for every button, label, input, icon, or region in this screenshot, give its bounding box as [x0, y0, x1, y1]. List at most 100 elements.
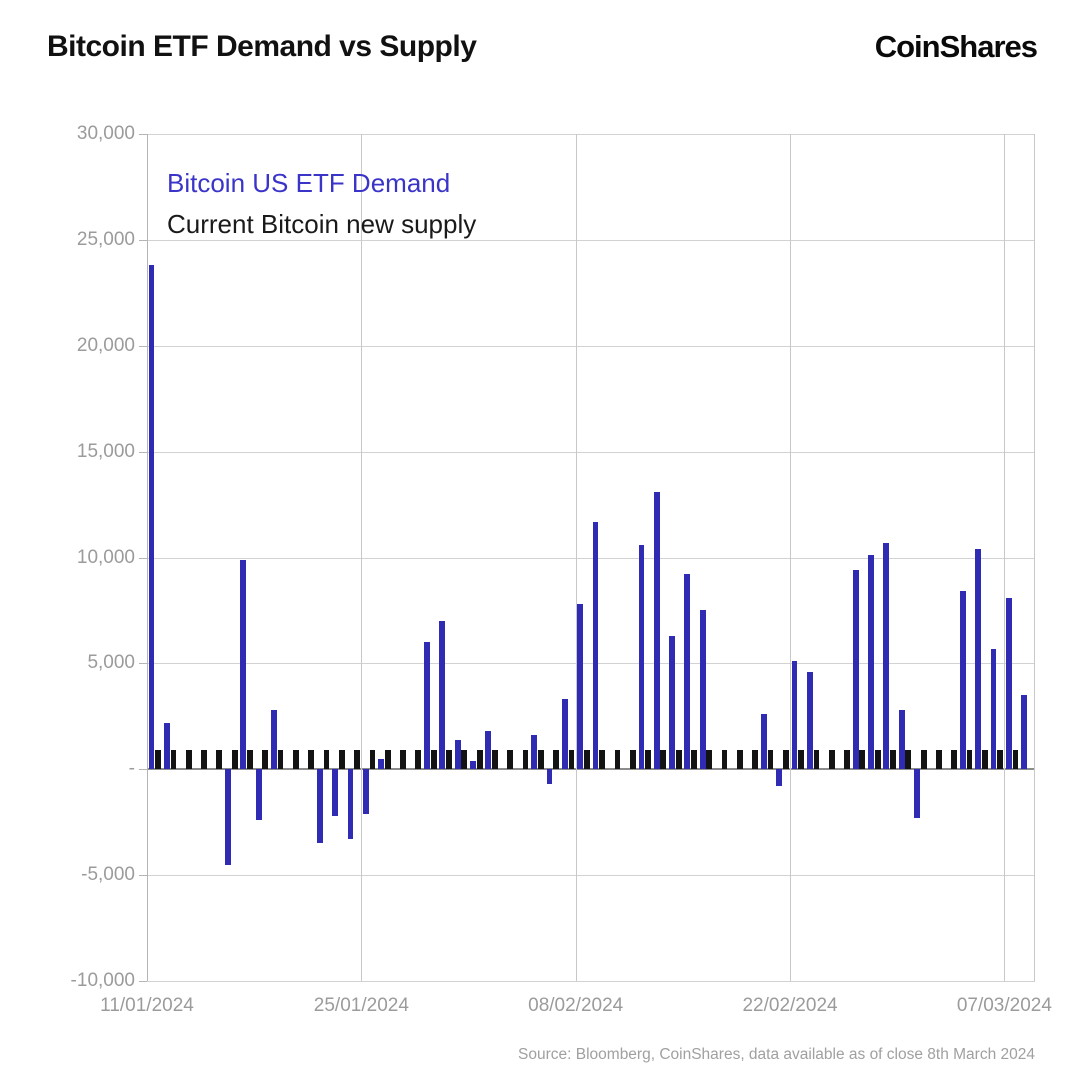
supply-bar — [981, 750, 988, 770]
supply-bar — [905, 750, 912, 770]
demand-bar — [914, 769, 920, 818]
supply-bar — [890, 750, 896, 770]
y-tick-label: 10,000 — [76, 546, 135, 568]
demand-bar — [653, 491, 660, 770]
gridline-horizontal — [147, 239, 1035, 241]
supply-bar — [537, 750, 544, 770]
legend-supply-label: Current Bitcoin new supply — [167, 209, 477, 239]
y-tick-label: 25,000 — [76, 228, 135, 250]
demand-bar — [761, 714, 767, 770]
supply-bar — [920, 750, 927, 770]
demand-bar — [561, 699, 568, 770]
chart-legend: Bitcoin US ETF Demand Current Bitcoin ne… — [167, 163, 476, 245]
supply-bar — [997, 750, 1004, 770]
supply-bar — [155, 750, 161, 770]
supply-bar — [247, 750, 253, 770]
gridline-horizontal — [147, 663, 1035, 665]
supply-bar — [675, 750, 682, 770]
supply-bar — [201, 750, 207, 770]
supply-bar — [231, 750, 238, 770]
demand-bar — [163, 722, 170, 770]
y-axis-tick — [139, 769, 147, 771]
demand-bar — [531, 735, 538, 770]
demand-bar — [684, 574, 691, 770]
gridline-horizontal — [147, 451, 1035, 453]
supply-bar — [430, 750, 437, 770]
supply-bar — [292, 750, 299, 770]
page-title: Bitcoin ETF Demand vs Supply — [47, 30, 477, 63]
gridline-horizontal — [147, 557, 1035, 559]
supply-bar — [951, 750, 958, 770]
demand-bar — [975, 549, 982, 770]
supply-bar — [874, 750, 881, 770]
supply-bar — [170, 750, 177, 770]
plot-right-border — [1034, 134, 1035, 981]
coinshares-logo: CoinShares — [874, 29, 1038, 64]
demand-bar — [791, 661, 798, 770]
y-axis-tick — [139, 557, 147, 559]
demand-bar — [378, 758, 385, 770]
supply-bar — [476, 750, 483, 770]
demand-bar — [424, 642, 430, 770]
demand-bar — [470, 760, 476, 770]
gridline-horizontal — [147, 134, 1035, 135]
supply-bar — [262, 750, 269, 770]
y-axis-tick — [139, 875, 147, 877]
demand-bar — [868, 555, 874, 770]
demand-bar — [898, 709, 905, 770]
supply-bar — [798, 750, 805, 770]
demand-bar — [699, 610, 706, 770]
supply-bar — [859, 750, 866, 770]
supply-bar — [767, 750, 774, 770]
source-note: Source: Bloomberg, CoinShares, data avai… — [518, 1046, 1035, 1063]
demand-bar — [454, 739, 461, 770]
demand-bar — [347, 769, 354, 840]
y-axis-tick — [139, 663, 147, 665]
x-tick-label: 25/01/2024 — [313, 995, 409, 1016]
supply-bar — [415, 750, 422, 770]
y-tick-label: 5,000 — [87, 652, 135, 674]
supply-bar — [369, 750, 376, 770]
gridline-vertical — [790, 134, 792, 981]
demand-bar — [852, 570, 859, 770]
demand-bar — [225, 769, 231, 865]
gridline-vertical — [361, 134, 363, 981]
x-tick-label: 07/03/2024 — [956, 995, 1052, 1016]
y-tick-label: 30,000 — [76, 123, 135, 144]
supply-bar — [553, 750, 560, 770]
supply-bar — [492, 750, 498, 770]
y-axis-tick — [139, 134, 147, 135]
gridline-horizontal — [147, 981, 1035, 982]
demand-bar — [669, 635, 675, 770]
supply-bar — [706, 750, 713, 770]
y-axis-tick — [139, 981, 147, 982]
supply-bar — [461, 750, 468, 770]
supply-bar — [338, 750, 345, 770]
plot-area — [147, 134, 1035, 982]
y-tick-label: 15,000 — [76, 440, 135, 462]
x-tick-label: 08/02/2024 — [528, 995, 624, 1016]
y-tick-label: 20,000 — [76, 334, 135, 356]
supply-bar — [568, 750, 575, 770]
supply-bar — [736, 750, 743, 770]
zero-axis-line — [147, 768, 1035, 771]
gridline-horizontal — [147, 345, 1035, 347]
gridline-vertical — [575, 134, 577, 981]
demand-bar — [1021, 695, 1028, 770]
supply-bar — [446, 750, 452, 770]
gridline-vertical — [1004, 134, 1006, 981]
legend-demand-label: Bitcoin US ETF Demand — [167, 168, 451, 198]
demand-bar — [362, 769, 369, 814]
demand-bar — [546, 769, 553, 785]
supply-bar — [323, 750, 330, 770]
supply-bar — [828, 750, 835, 770]
demand-bar — [255, 769, 262, 821]
demand-bar — [485, 731, 492, 770]
supply-bar — [583, 750, 590, 770]
supply-bar — [966, 750, 973, 770]
supply-bar — [645, 750, 651, 770]
demand-bar — [1005, 597, 1012, 770]
y-axis-line — [147, 134, 148, 981]
y-axis-tick — [139, 345, 147, 347]
demand-bar — [439, 621, 446, 770]
